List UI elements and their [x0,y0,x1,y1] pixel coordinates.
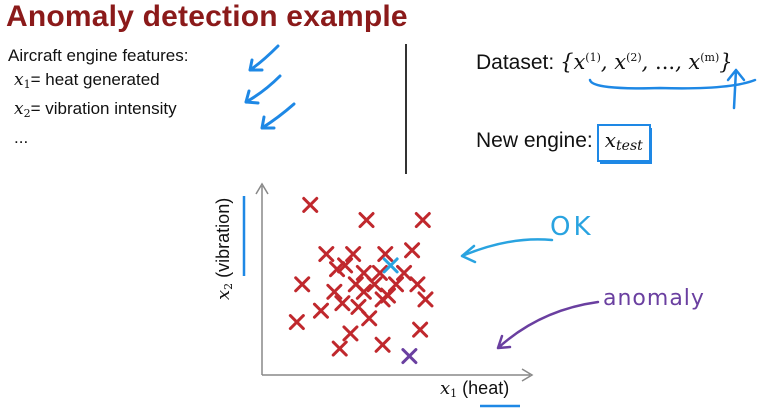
feature-var: x [14,70,24,90]
normal-point-mark [379,287,396,304]
feature-item-x1: x1= heat generated [8,68,188,97]
normal-point-mark [326,283,343,300]
test-point-anomaly-mark [401,348,418,365]
dataset-set: {x(1), x(2), ..., x(m)} [560,50,733,74]
feature-heading: Aircraft engine features: [8,46,189,65]
normal-point-mark [312,302,329,319]
ok-arrow-icon [460,238,554,264]
arrow-icon [260,102,296,130]
feature-sub: 2 [23,107,31,120]
normal-point-mark [396,264,413,281]
normal-point-mark [302,196,319,213]
normal-point-mark [366,276,383,293]
anomaly-annotation: anomaly [603,286,705,311]
feature-sub: 1 [23,78,31,91]
feature-item-x2: x2= vibration intensity [8,97,188,126]
ok-annotation: OK [550,212,594,242]
normal-point-mark [412,321,429,338]
normal-point-mark [294,276,311,293]
y-axis-arrow-icon [255,182,269,195]
arrow-up-icon [726,68,746,110]
feature-text: = vibration intensity [30,99,177,118]
feature-more: ... [14,128,29,147]
feature-text: = heat generated [30,70,160,89]
normal-point-mark [358,212,375,229]
dataset-brace [588,68,757,110]
normal-point-mark [288,314,305,331]
divider-line [405,44,407,174]
normal-point-mark [337,257,354,274]
normal-point-mark [342,325,359,342]
xtest-box: xtest [596,124,651,162]
normal-point-mark [404,242,421,259]
normal-point-mark [414,212,431,229]
normal-point-mark [417,291,434,308]
anomaly-arrow-icon [496,300,600,350]
chart-axes [255,182,534,382]
feature-arrows [244,44,296,130]
normal-point-mark [371,264,388,281]
new-engine-expression: New engine: xtest [476,124,651,162]
normal-point-mark [377,246,394,263]
page-title: Anomaly detection example [6,0,408,33]
normal-point-mark [361,310,378,327]
normal-point-mark [388,276,404,293]
normal-point-mark [374,336,391,353]
dataset-expression: Dataset: {x(1), x(2), ..., x(m)} [476,50,733,75]
x-axis-label: x1 (heat) [440,378,510,400]
test-point-ok-mark [382,257,399,274]
feature-var: x [14,99,24,119]
new-engine-label: New engine: [476,129,593,152]
normal-point-mark [318,246,335,263]
normal-point-mark [331,340,348,357]
x-axis-arrow-icon [521,368,534,382]
normal-point-mark [409,276,426,293]
y-axis-label: x2 (vibration) [213,197,235,300]
normal-point-mark [334,295,351,312]
normal-point-mark [329,261,346,278]
dataset-label: Dataset: [476,51,555,74]
normal-point-mark [355,283,372,300]
scatter-points [288,196,434,365]
arrow-icon [248,44,280,72]
normal-point-mark [345,246,362,263]
feature-list: Aircraft engine features: x1= heat gener… [8,44,188,150]
arrow-icon [244,74,282,105]
